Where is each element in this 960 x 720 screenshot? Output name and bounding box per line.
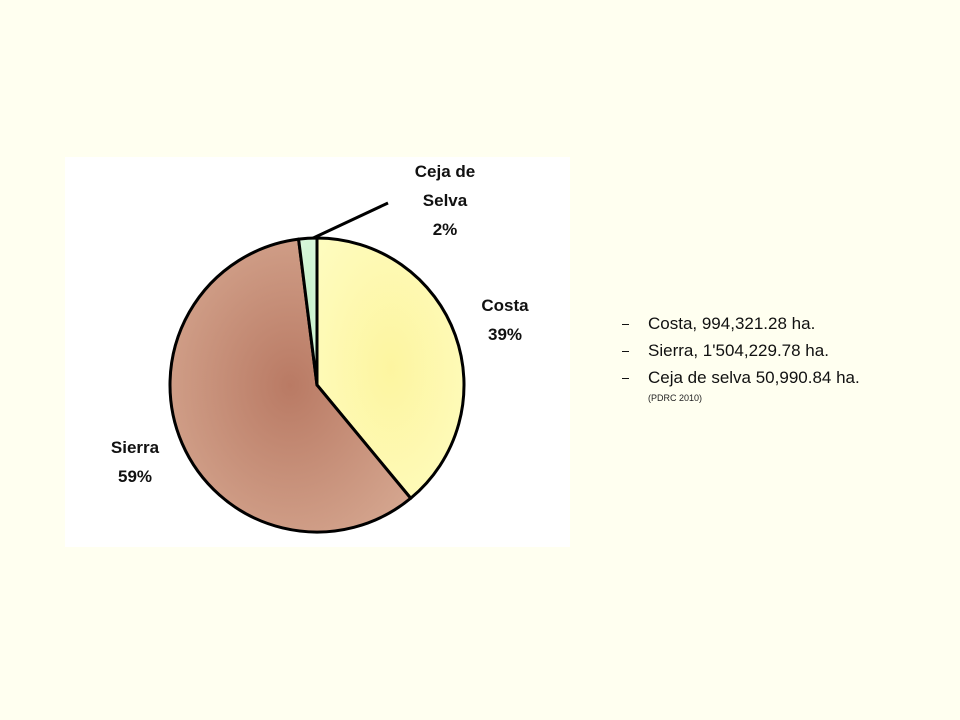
source-note: (PDRC 2010) — [648, 393, 703, 403]
slice-name: Costa — [481, 296, 529, 315]
slice-value-label: 2% — [432, 220, 458, 239]
pie-slice — [168, 237, 413, 534]
slice-name: Sierra — [110, 438, 160, 457]
slice-name: Ceja de Selva — [414, 162, 476, 210]
note-text: Sierra, 1'504,229.78 ha. — [648, 341, 829, 360]
slice-value-label: 39% — [487, 325, 523, 344]
slice-label: Sierra 59% — [85, 433, 185, 491]
note-item: Sierra, 1'504,229.78 ha. — [620, 337, 940, 364]
pie-slice — [315, 236, 466, 500]
slice-label: Ceja de Selva 2% — [395, 157, 495, 244]
note-item: Ceja de selva 50,990.84 ha. — [620, 364, 940, 391]
chart-area: Costa 39% Sierra 59% Ceja de Selva 2% — [65, 157, 570, 547]
note-item: Costa, 994,321.28 ha. — [620, 310, 940, 337]
bullet-dash — [622, 324, 629, 325]
leader-line — [308, 201, 389, 242]
bullet-dash — [622, 378, 629, 379]
slice-value-label: 59% — [117, 467, 153, 486]
chart — [168, 201, 466, 534]
note-text: Ceja de selva 50,990.84 ha. — [648, 368, 860, 387]
slice-label: Costa 39% — [460, 291, 550, 349]
note-text: Costa, 994,321.28 ha. — [648, 314, 816, 333]
bullet-dash — [622, 351, 629, 352]
pie-slice — [297, 236, 319, 387]
notes: Costa, 994,321.28 ha. Sierra, 1'504,229.7… — [620, 310, 940, 405]
